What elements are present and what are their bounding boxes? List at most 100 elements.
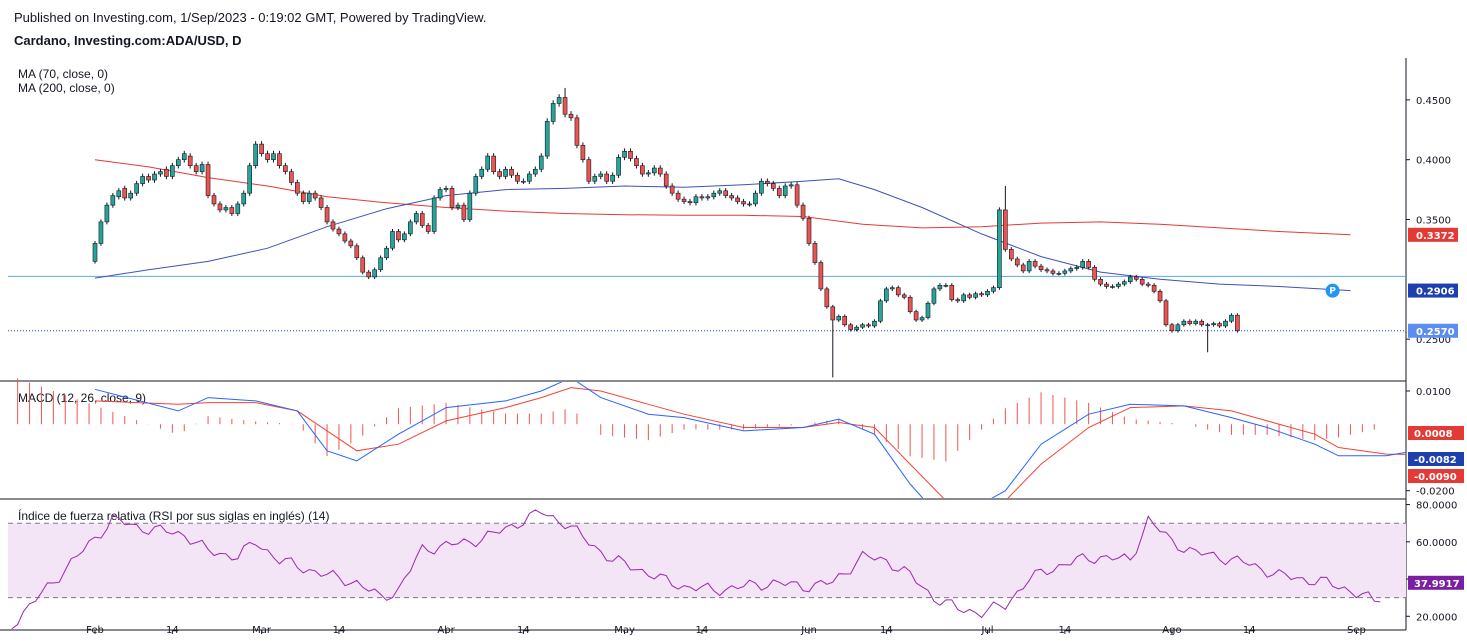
marker-pill <box>1325 283 1340 298</box>
macd-tag <box>1408 452 1464 466</box>
candle-body <box>961 294 967 302</box>
candle-body <box>705 196 711 199</box>
candle-body <box>300 192 306 202</box>
candle-body <box>1193 320 1199 324</box>
candle-body <box>973 293 978 298</box>
candle-body <box>919 317 925 321</box>
candle-body <box>515 174 520 182</box>
candle-body <box>449 188 455 208</box>
candle-body <box>503 168 508 177</box>
candle-body <box>1008 249 1014 260</box>
candle-body <box>413 213 419 223</box>
candle-body <box>348 240 354 247</box>
candle-body <box>634 158 639 166</box>
candle-body <box>794 184 800 206</box>
macd-tick-label: 0.0100 <box>1416 387 1451 398</box>
macd-tag-label: -0.0082 <box>1414 455 1457 466</box>
candle-body <box>1026 261 1032 272</box>
candle-body <box>568 113 574 119</box>
candle-body <box>199 164 205 172</box>
candle-body <box>747 203 752 206</box>
candle-body <box>657 167 663 175</box>
time-tick-label: May <box>614 625 635 636</box>
macd-signal-line <box>94 387 1406 498</box>
candle-body <box>955 299 961 302</box>
candle-body <box>884 288 889 302</box>
candle-body <box>711 192 717 198</box>
candle-body <box>937 284 943 290</box>
candle-body <box>187 155 193 166</box>
candle-body <box>306 192 312 202</box>
candle-body <box>164 168 169 177</box>
candle-body <box>170 165 175 177</box>
candle-body <box>247 165 252 194</box>
candle-body <box>235 203 241 214</box>
candle-body <box>788 184 794 187</box>
candle-body <box>622 151 627 158</box>
candle-body <box>1092 267 1097 280</box>
candle-body <box>205 164 211 196</box>
candle-body <box>985 290 990 296</box>
candle-body <box>1086 261 1091 268</box>
rsi-tag <box>1408 575 1464 590</box>
candle-body <box>1205 324 1210 327</box>
candle-body <box>913 311 919 321</box>
candle-body <box>628 151 633 159</box>
candle-body <box>1145 283 1151 286</box>
rsi-tick-label: 80.0000 <box>1416 501 1457 512</box>
rsi-tick-label: 60.0000 <box>1416 538 1457 549</box>
candle-body <box>467 192 473 220</box>
candle-body <box>1133 276 1139 280</box>
candle-body <box>604 173 610 182</box>
candle-body <box>830 306 836 321</box>
candle-body <box>872 320 877 327</box>
candle-body <box>461 204 467 220</box>
candle-body <box>134 183 139 194</box>
candle-body <box>1199 320 1204 326</box>
candle-body <box>979 293 984 296</box>
candle-body <box>901 294 907 298</box>
candle-body <box>253 143 258 166</box>
candle-body <box>1038 265 1044 271</box>
published-caption: Published on Investing.com, 1/Sep/2023 -… <box>14 10 487 25</box>
candle-body <box>651 167 657 174</box>
candle-body <box>384 247 389 259</box>
time-tick-label: Sep <box>1347 625 1366 636</box>
candle-body <box>675 192 681 200</box>
candle-body <box>378 257 383 271</box>
time-tick-label: Jun <box>800 625 817 636</box>
candle-body <box>1056 273 1062 275</box>
marker-label: P <box>1329 287 1336 297</box>
candle-body <box>402 233 407 241</box>
candle-body <box>818 262 824 290</box>
rsi-tag-label: 37.9917 <box>1414 579 1460 590</box>
candle-body <box>396 231 401 241</box>
macd-tag <box>1408 426 1464 440</box>
ma70-line <box>94 178 1351 292</box>
price-tag <box>1408 227 1458 242</box>
candle-body <box>181 153 187 160</box>
candle-body <box>324 207 330 223</box>
time-tick-label: Mar <box>252 625 272 636</box>
candle-body <box>663 173 669 187</box>
candle-body <box>312 192 318 199</box>
candle-body <box>443 188 449 190</box>
candle-body <box>866 324 871 327</box>
candle-body <box>419 213 425 226</box>
candle-body <box>836 316 842 321</box>
candle-body <box>848 324 853 330</box>
candle-body <box>509 168 514 176</box>
candle-body <box>949 284 955 300</box>
candle-body <box>1044 269 1050 272</box>
candle-body <box>390 231 395 249</box>
candle-body <box>1110 286 1115 288</box>
candle-body <box>1116 283 1121 287</box>
macd-tag <box>1408 469 1464 483</box>
candle-body <box>1080 261 1085 268</box>
price-tick-label: 0.2500 <box>1416 335 1451 346</box>
price-tag-label: 0.2906 <box>1416 287 1455 298</box>
candle-body <box>550 103 556 122</box>
price-tick-label: 0.4000 <box>1416 156 1451 167</box>
candle-body <box>271 153 276 160</box>
